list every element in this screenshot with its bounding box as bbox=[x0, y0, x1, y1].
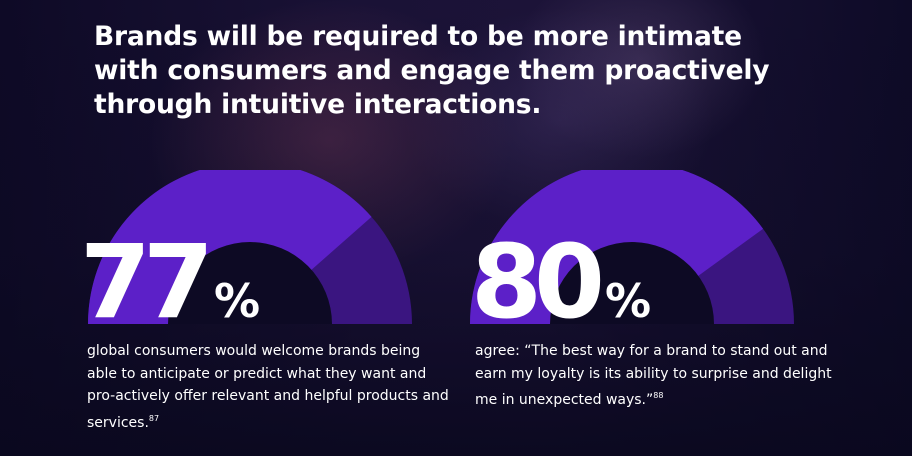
stat-2-description: agree: “The best way for a brand to stan… bbox=[475, 340, 840, 412]
stat-1-value: 77 bbox=[80, 223, 214, 342]
stat-1-gauge-svg bbox=[88, 170, 412, 324]
stat-2-footnote: 88 bbox=[653, 391, 664, 400]
stat-1-figure: 77% bbox=[80, 232, 260, 334]
stat-2-gauge-svg bbox=[470, 170, 794, 324]
stat-2-gauge bbox=[470, 170, 794, 324]
stat-2-text: agree: “The best way for a brand to stan… bbox=[475, 343, 832, 408]
stat-1-gauge bbox=[88, 170, 412, 324]
stat-1-unit: % bbox=[213, 274, 261, 328]
stat-1-description: global consumers would welcome brands be… bbox=[87, 340, 452, 434]
stat-2-value: 80 bbox=[471, 223, 605, 342]
stat-1-gauge-inner bbox=[168, 242, 332, 324]
stat-1-text: global consumers would welcome brands be… bbox=[87, 343, 449, 431]
stat-2-unit: % bbox=[604, 274, 652, 328]
stat-1-footnote: 87 bbox=[148, 413, 160, 423]
stat-2-gauge-inner bbox=[550, 242, 714, 324]
headline: Brands will be required to be more intim… bbox=[94, 21, 770, 120]
stat-2-figure: 80% bbox=[471, 232, 651, 334]
